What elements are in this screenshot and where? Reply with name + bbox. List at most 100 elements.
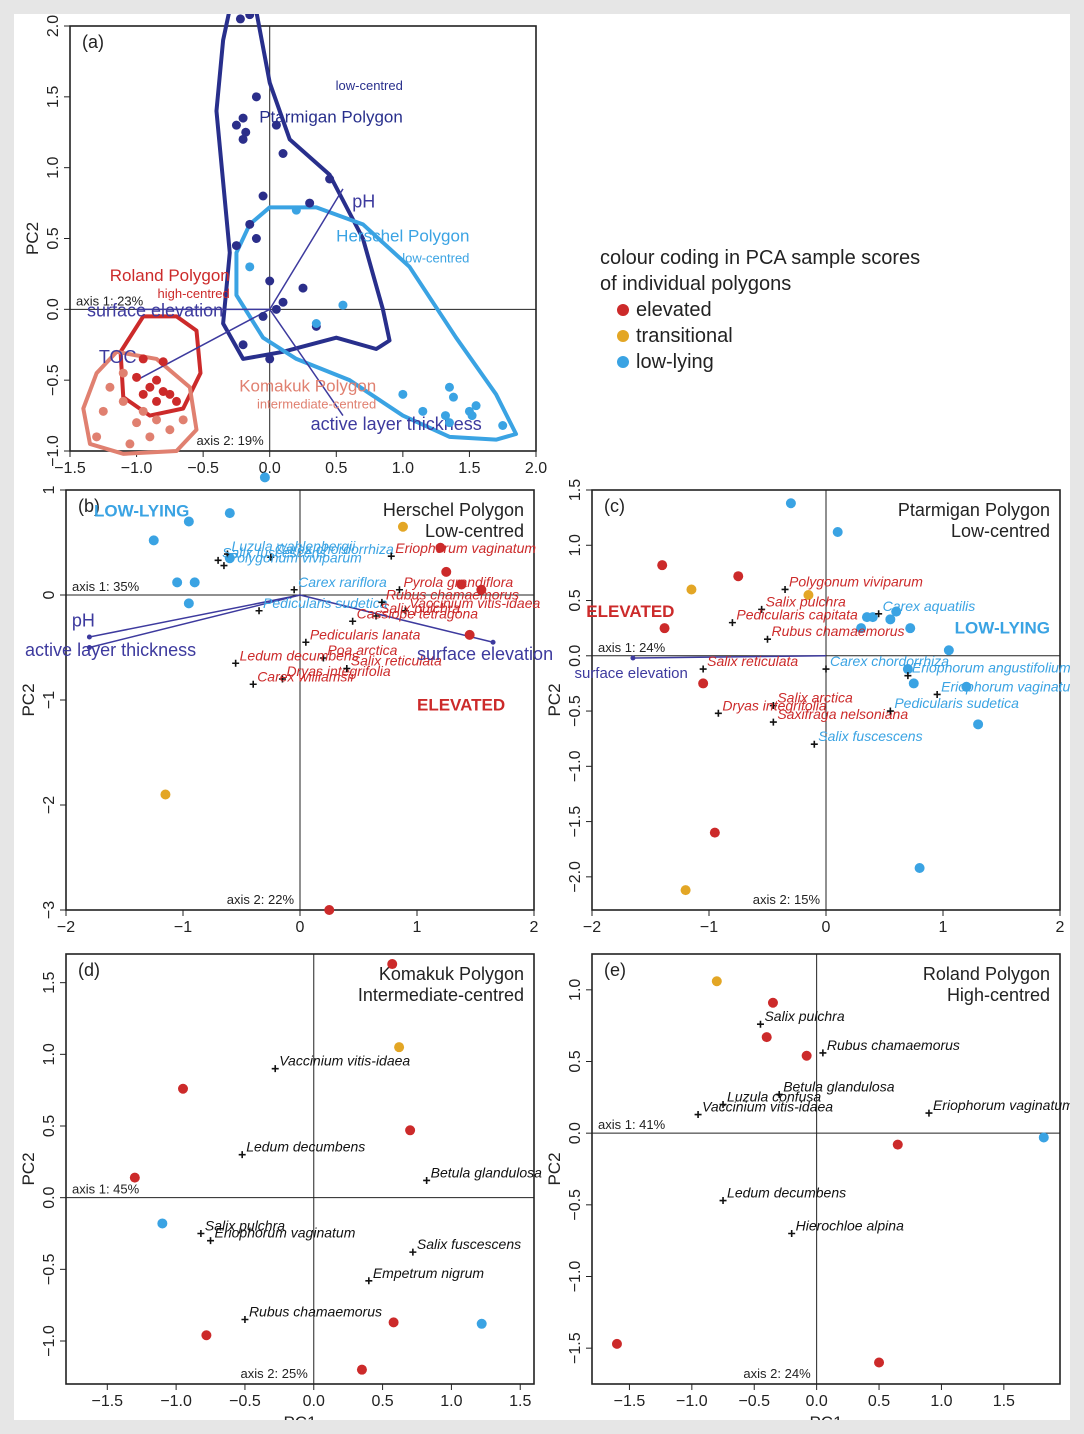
panel-subtitle: Intermediate-centred [358, 985, 524, 1005]
x-tick-label: −2 [57, 919, 75, 936]
sample-point [271, 304, 281, 314]
sample-point [265, 354, 275, 364]
species-marker [349, 617, 357, 625]
species-marker [220, 562, 228, 570]
species-label: Pedicularis lanata [310, 626, 421, 642]
x-tick-label: −1.0 [676, 1393, 708, 1410]
panel-letter: (b) [78, 496, 100, 516]
sample-point [291, 205, 301, 215]
group-label: Komakuk Polygon [239, 377, 376, 396]
x-axis-label: PC1 [283, 1413, 316, 1420]
species-marker [886, 707, 894, 715]
sample-point [388, 1317, 399, 1328]
sample-point [464, 629, 475, 640]
vector-label: active layer thickness [25, 640, 196, 660]
x-tick-label: −1 [700, 919, 718, 936]
vector-label: surface elevation [574, 665, 687, 682]
species-label: Salix pulchra [766, 593, 846, 609]
vector-label: pH [72, 611, 95, 631]
panel-c: −2 −1 0 1 2 −2.0 −1.5 −1.0 −0.5 0.0 0.5 1.0 1.5 PC2 (c… [545, 479, 1070, 936]
x-tick-label: −1.0 [121, 460, 153, 477]
axis1-label: axis 1: 35% [72, 579, 140, 594]
species-label: Ledum decumbens [727, 1185, 846, 1201]
species-marker [249, 680, 257, 688]
sample-point [129, 1172, 140, 1183]
y-tick-label: −1 [41, 691, 58, 709]
group-sublabel: intermediate-centred [257, 397, 376, 412]
axis1-label: axis 1: 23% [76, 293, 144, 308]
species-label: Salix fuscescens [818, 728, 922, 744]
species-label: Dryas integrifolia [722, 697, 826, 713]
species-label: Salix fuscescens [417, 1236, 521, 1252]
species-label: Rubus chamaemorus [772, 623, 905, 639]
y-tick-label: 1.5 [567, 479, 584, 501]
sample-point [132, 372, 142, 382]
sample-point [189, 577, 200, 588]
species-marker [904, 672, 912, 680]
y-axis-label: PC2 [19, 1152, 38, 1185]
species-label: Vaccinium vitis-idaea [279, 1053, 410, 1069]
sample-point [659, 623, 670, 634]
species-label: Eriophorum vaginatum [215, 1225, 356, 1241]
y-tick-label: −1.0 [41, 1325, 58, 1357]
species-marker [810, 740, 818, 748]
sample-point [238, 113, 248, 123]
species-marker [319, 654, 327, 662]
species-label: Betula glandulosa [783, 1078, 895, 1094]
species-label: Salix reticulata [707, 653, 798, 669]
species-label: Polygonum viviparum [789, 573, 923, 589]
axis2-label: axis 2: 24% [743, 1366, 811, 1381]
sample-point [657, 560, 668, 571]
sample-point [132, 418, 142, 428]
hull-komakuk [81, 349, 199, 456]
sample-point [943, 645, 954, 656]
panel-letter: (d) [78, 960, 100, 980]
y-tick-label: −1.0 [45, 435, 62, 467]
y-tick-label: 0.0 [41, 1186, 58, 1208]
sample-point [157, 1218, 168, 1229]
species-marker [933, 690, 941, 698]
species-label: Dryas integrifolia [286, 663, 390, 679]
sample-point [471, 401, 481, 411]
axis1-label: axis 1: 24% [598, 640, 666, 655]
sample-point [856, 623, 867, 634]
species-marker [819, 1049, 827, 1057]
x-tick-label: −2 [583, 919, 601, 936]
sample-point [801, 1050, 812, 1061]
sample-point [305, 198, 315, 208]
sample-point [387, 959, 398, 970]
y-tick-label: −1.5 [567, 806, 584, 838]
species-label: Rubus chamaemorus [386, 586, 519, 602]
plot-frame [65, 953, 535, 1385]
panel-subtitle: Low-centred [425, 521, 524, 541]
species-label: Eriophorum vaginatum [941, 678, 1070, 694]
species-label: Saxifraga nelsoniana [777, 706, 908, 722]
x-tick-label: 1.0 [440, 1393, 462, 1410]
legend-swatch [617, 356, 629, 368]
vector-head [86, 645, 92, 650]
sample-point [152, 375, 162, 385]
sample-point [178, 415, 188, 425]
sample-point [258, 191, 268, 201]
panel-title: Herschel Polygon [383, 500, 524, 520]
x-tick-label: 2 [1056, 919, 1065, 936]
legend-item: elevated [636, 299, 712, 321]
x-tick-label: 0.5 [371, 1393, 393, 1410]
group-sublabel: low-centred [336, 78, 403, 93]
species-label: Carex chordorrhiza [275, 541, 394, 557]
species-label: Luzula confusa [727, 1089, 821, 1105]
species-label: Carex aquatilis [883, 598, 976, 614]
sample-point [138, 389, 148, 399]
sample-point [973, 719, 984, 730]
species-label: Salix pulchra [205, 1218, 285, 1234]
sample-point [259, 472, 270, 483]
species-marker [278, 675, 286, 683]
y-tick-label: −1.0 [567, 1261, 584, 1293]
legend-item: transitional [636, 325, 733, 347]
species-marker [290, 586, 298, 594]
group-sublabel: high-centred [157, 286, 229, 301]
y-tick-label: 1 [41, 485, 58, 494]
species-label: Vaccinium vitis-idaea [409, 595, 540, 611]
y-tick-label: −2.0 [567, 861, 584, 893]
